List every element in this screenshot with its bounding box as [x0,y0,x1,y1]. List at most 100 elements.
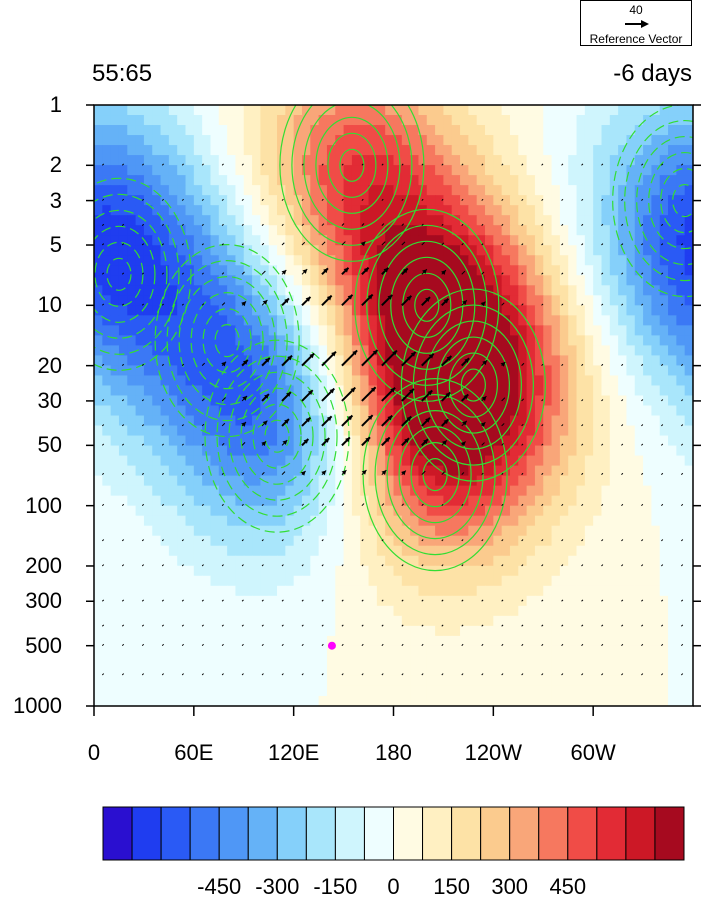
shading-cell [568,435,578,447]
shading-cell [94,285,103,296]
shading-cell [601,575,611,587]
shading-cell [410,415,420,427]
shading-cell [252,395,261,407]
shading-cell [293,475,303,487]
shading-cell [102,525,112,537]
shading-cell [651,535,661,547]
wind-vector [521,423,524,427]
shading-cell [110,555,120,567]
shading-cell [435,165,445,176]
shading-cell [551,335,561,346]
shading-cell [543,455,553,467]
shading-cell [143,475,153,487]
shading-cell [118,315,128,326]
shading-cell [559,295,569,306]
shading-cell [410,675,420,687]
shading-cell [293,565,303,577]
wind-vector-head [401,470,406,476]
shading-cell [401,105,411,116]
shading-cell [277,485,286,497]
shading-cell [534,245,544,256]
shading-cell [335,285,345,296]
shading-cell [301,425,311,437]
shading-cell [252,335,261,346]
shading-cell [543,475,553,487]
shading-cell [609,285,619,296]
shading-cell [218,105,228,116]
shading-cell [260,305,270,316]
shading-cell [593,145,603,156]
wind-vector-head [462,300,467,306]
shading-cell [360,435,370,447]
shading-cell [659,585,669,597]
shading-cell [435,265,445,276]
shading-cell [493,655,503,667]
shading-cell [668,125,677,136]
shading-cell [534,195,544,206]
shading-cell [102,495,112,507]
shading-cell [418,455,428,467]
shading-cell [468,535,478,547]
shading-cell [426,625,436,637]
right-corner-label: -6 days [613,60,692,87]
shading-cell [443,435,453,447]
wind-vector [421,503,424,507]
shading-cell [227,565,237,577]
shading-cell [285,145,295,156]
shading-cell [177,305,187,316]
shading-cell [160,685,170,697]
shading-cell [301,175,311,186]
shading-cell [410,305,420,316]
shading-cell [318,515,328,527]
shading-cell [393,495,403,507]
shading-cell [376,135,386,146]
shading-cell [301,635,311,647]
shading-cell [385,465,395,477]
shading-cell [293,465,303,477]
shading-cell [559,585,569,597]
wind-vector [561,503,564,507]
shading-cell [218,615,228,627]
shading-cell [310,105,320,116]
shading-cell [493,475,503,487]
shading-cell [168,125,178,136]
shading-cell [235,115,245,126]
shading-cell [551,595,561,607]
shading-cell [601,555,611,567]
shading-cell [526,465,536,477]
wind-vector [221,163,224,166]
shading-cell [618,175,628,186]
shading-cell [185,425,195,437]
shading-cell [102,435,112,447]
shading-cell [526,225,536,236]
shading-cell [460,305,469,316]
shading-cell [634,665,644,677]
shading-cell [118,285,128,296]
shading-cell [393,695,403,706]
shading-cell [485,175,494,186]
shading-cell [143,605,153,617]
shading-cell [534,205,544,216]
shading-cell [518,245,528,256]
shading-cell [609,185,619,196]
shading-cell [210,425,220,437]
shading-cell [526,255,536,266]
shading-cell [618,105,628,116]
shading-cell [601,335,611,346]
shading-cell [418,575,428,587]
shading-cell [443,205,453,216]
shading-cell [252,115,261,126]
shading-cell [193,455,203,467]
shading-cell [668,215,677,226]
shading-cell [102,135,112,146]
shading-cell [518,595,528,607]
shading-cell [143,655,153,667]
shading-cell [609,435,619,447]
shading-cell [285,215,295,226]
shading-cell [493,675,503,687]
shading-cell [360,365,370,377]
shading-cell [401,495,411,507]
shading-cell [277,325,286,336]
shading-cell [559,155,569,166]
shading-cell [559,525,569,537]
